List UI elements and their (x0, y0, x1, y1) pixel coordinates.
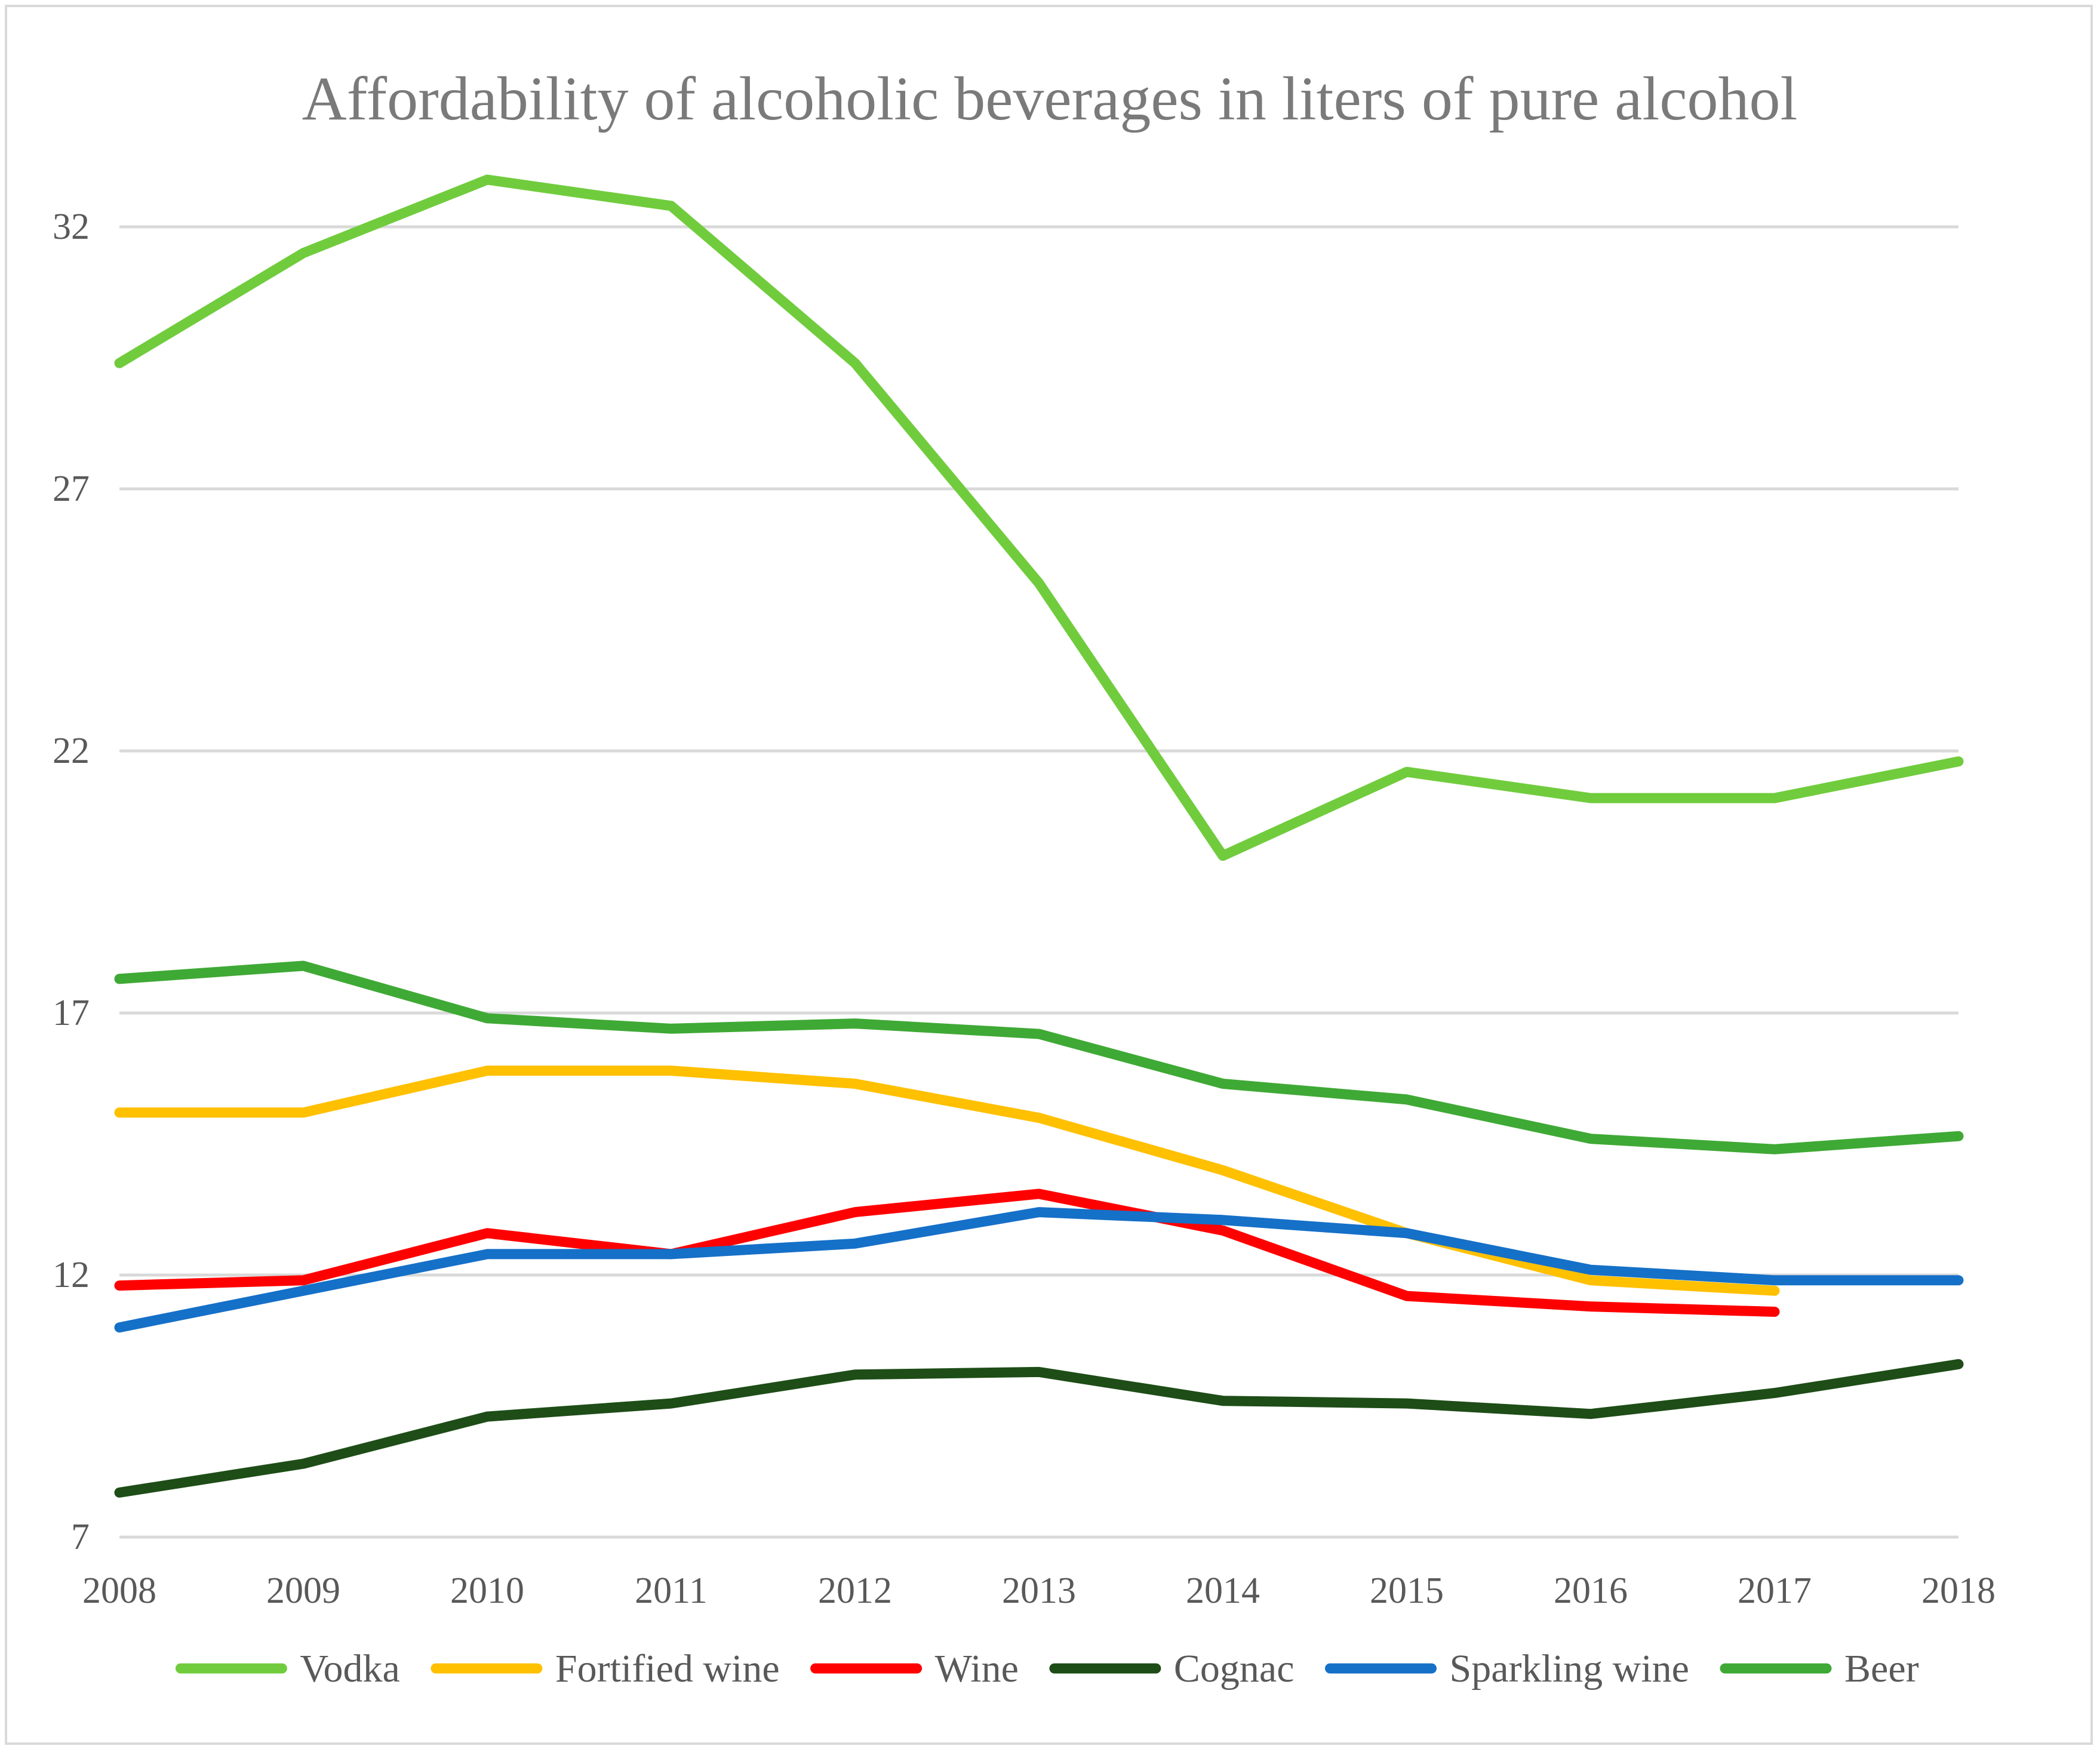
legend-item-vodka: Vodka (175, 1647, 400, 1691)
legend-label: Vodka (300, 1647, 399, 1691)
legend-item-cognac: Cognac (1049, 1647, 1295, 1691)
x-tick-label: 2016 (1554, 1571, 1628, 1611)
x-tick-label: 2008 (82, 1571, 156, 1611)
y-tick-label: 32 (53, 207, 90, 247)
series-line-vodka (114, 174, 1964, 861)
x-tick-label: 2014 (1186, 1571, 1260, 1611)
x-tick-label: 2018 (1921, 1571, 1996, 1611)
y-tick-label: 17 (53, 993, 90, 1033)
x-axis-ticks: 2008 2009 2010 2011 2012 2013 2014 2015 2016 2017… (82, 1571, 1996, 1611)
legend-item-wine: Wine (810, 1647, 1019, 1691)
y-tick-label: 22 (53, 731, 90, 771)
series-line-wine (114, 1188, 1780, 1317)
series-line-fortified-wine (114, 1066, 1780, 1296)
legend-label: Fortified wine (555, 1647, 780, 1691)
y-tick-label: 12 (53, 1255, 90, 1295)
y-tick-label: 27 (53, 469, 90, 509)
x-tick-label: 2013 (1002, 1571, 1076, 1611)
chart-title: Affordability of alcoholic beverages in … (302, 64, 1798, 133)
y-axis-ticks: 7 12 17 22 27 32 (53, 207, 90, 1557)
x-tick-label: 2017 (1738, 1571, 1812, 1611)
x-tick-label: 2015 (1370, 1571, 1444, 1611)
legend-item-beer: Beer (1720, 1647, 1919, 1691)
legend-label: Cognac (1174, 1647, 1295, 1691)
legend-label: Sparkling wine (1450, 1647, 1689, 1691)
series-line-cognac (114, 1359, 1964, 1498)
legend: Vodka Fortified wine Wine Cognac Sparkling w… (175, 1647, 1919, 1691)
x-tick-label: 2010 (450, 1571, 524, 1611)
series-line-sparkling-wine (114, 1207, 1964, 1333)
series-line-beer (114, 960, 1964, 1154)
x-tick-label: 2011 (635, 1571, 708, 1611)
legend-item-sparkling-wine: Sparkling wine (1325, 1647, 1689, 1691)
legend-item-fortified-wine: Fortified wine (431, 1647, 780, 1691)
series-lines (114, 174, 1964, 1498)
y-tick-label: 7 (71, 1517, 90, 1557)
legend-label: Beer (1844, 1647, 1919, 1691)
x-tick-label: 2012 (818, 1571, 892, 1611)
x-tick-label: 2009 (266, 1571, 340, 1611)
legend-label: Wine (935, 1647, 1019, 1691)
